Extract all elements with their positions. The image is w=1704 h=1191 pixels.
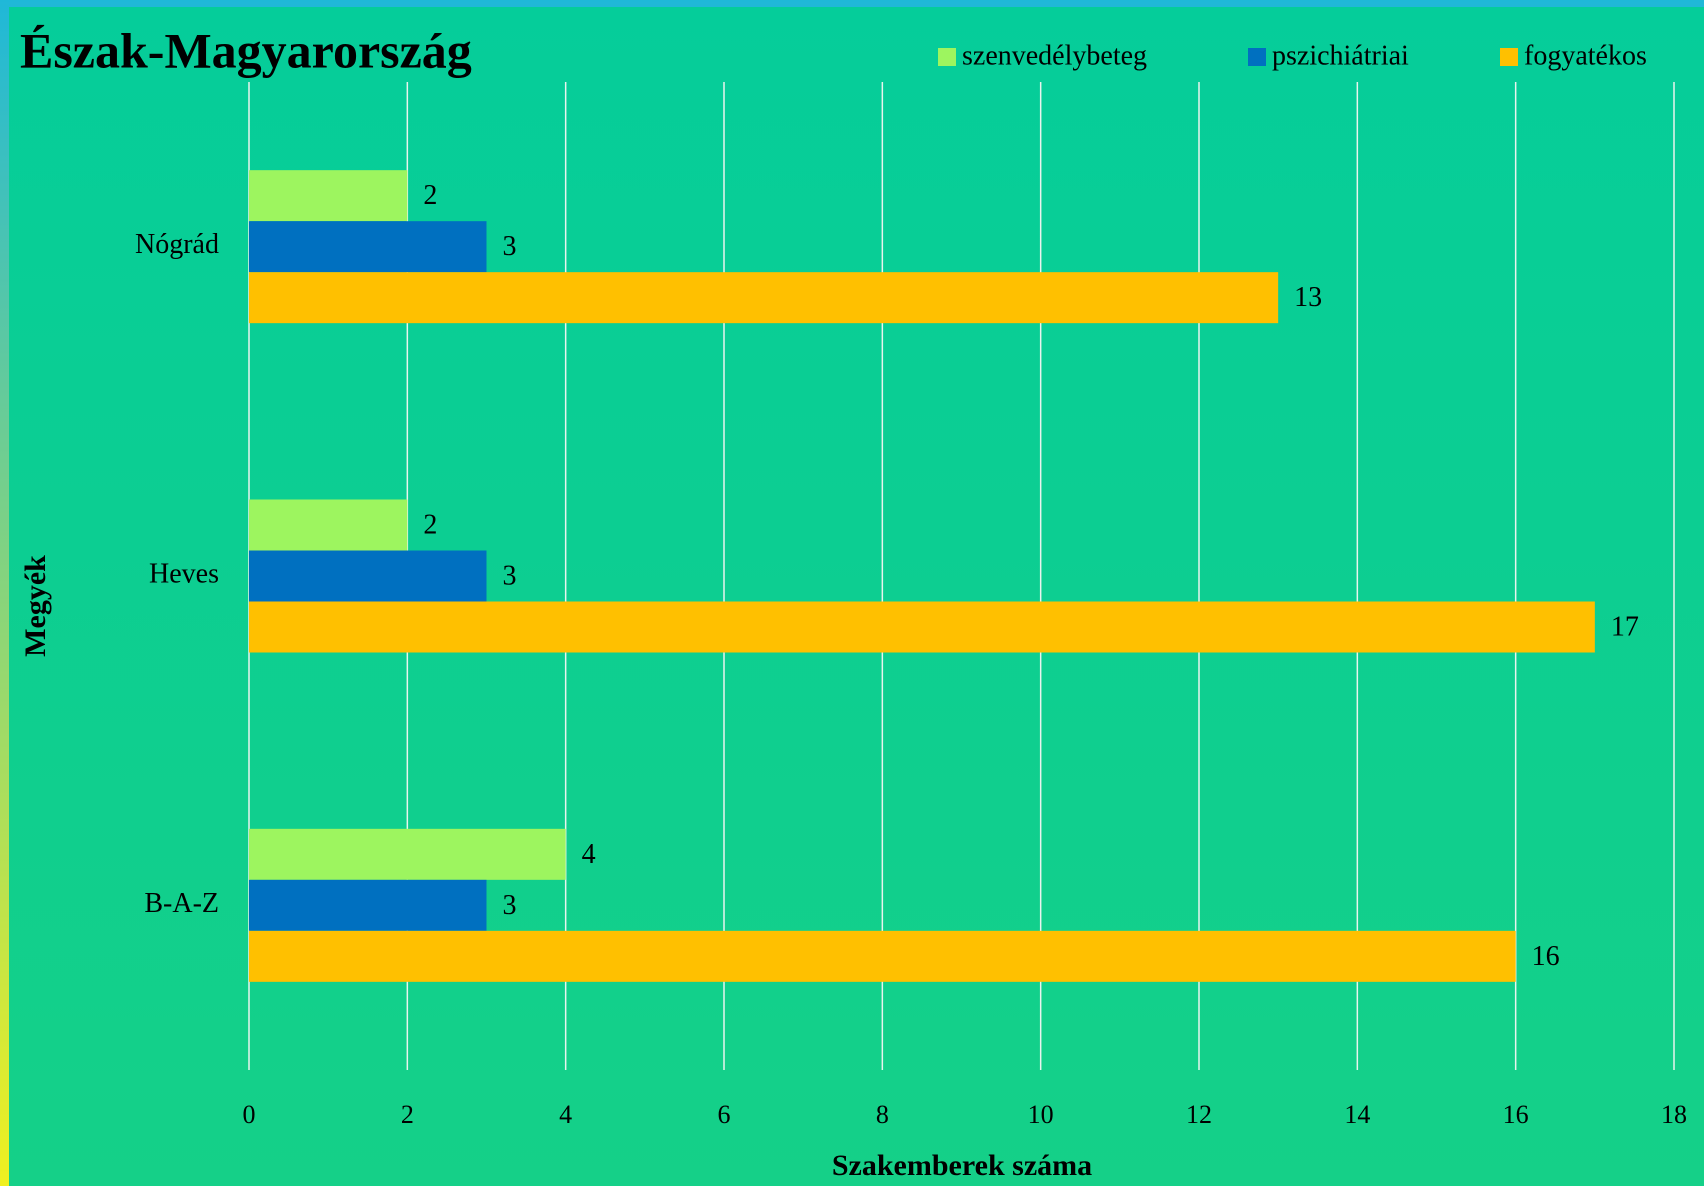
x-axis-title: Szakemberek száma (832, 1149, 1092, 1182)
data-label: 2 (423, 180, 437, 211)
x-tick-label: 4 (559, 1100, 572, 1129)
legend-label: pszichiátriai (1272, 40, 1409, 71)
bar (249, 221, 487, 273)
legend-swatch (1500, 48, 1518, 66)
bar (249, 828, 566, 880)
data-label: 17 (1611, 611, 1639, 642)
bar (249, 879, 487, 931)
y-tick-label: Nógrád (135, 229, 219, 260)
bar (249, 499, 408, 551)
data-label: 13 (1294, 282, 1322, 313)
data-label: 16 (1532, 941, 1560, 972)
data-label: 3 (503, 231, 517, 262)
x-tick-label: 2 (401, 1100, 414, 1129)
bar (249, 170, 408, 222)
x-tick-label: 14 (1344, 1100, 1370, 1129)
bar (249, 550, 487, 602)
legend-swatch (1248, 48, 1266, 66)
bar (249, 930, 1516, 982)
data-label: 4 (582, 839, 596, 870)
data-label: 2 (423, 509, 437, 540)
y-axis-title: Megyék (19, 555, 52, 657)
legend-label: fogyatékos (1524, 40, 1647, 71)
x-tick-label: 18 (1661, 1100, 1687, 1129)
chart-title: Észak-Magyarország (20, 22, 472, 78)
legend-swatch (938, 48, 956, 66)
data-label: 3 (503, 890, 517, 921)
x-tick-label: 8 (876, 1100, 889, 1129)
bar (249, 601, 1595, 653)
x-tick-label: 12 (1186, 1100, 1212, 1129)
data-label: 3 (503, 560, 517, 591)
bar (249, 272, 1279, 324)
x-tick-label: 16 (1503, 1100, 1529, 1129)
x-tick-label: 10 (1028, 1100, 1054, 1129)
y-tick-label: B-A-Z (144, 888, 219, 919)
y-tick-label: Heves (149, 558, 219, 589)
legend-label: szenvedélybeteg (962, 40, 1147, 71)
x-tick-label: 6 (718, 1100, 731, 1129)
x-tick-label: 0 (243, 1100, 256, 1129)
